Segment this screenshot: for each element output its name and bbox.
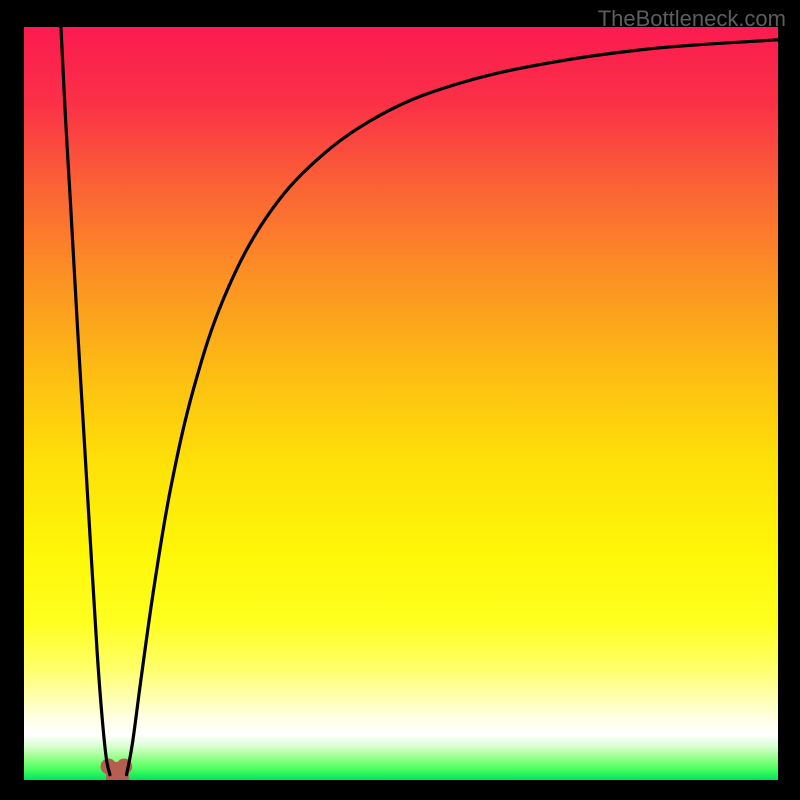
plot-area bbox=[24, 27, 778, 780]
figure-canvas: TheBottleneck.com bbox=[0, 0, 800, 800]
attribution-text: TheBottleneck.com bbox=[598, 6, 786, 32]
bottleneck-curve bbox=[24, 27, 778, 780]
curve-line bbox=[61, 27, 778, 775]
